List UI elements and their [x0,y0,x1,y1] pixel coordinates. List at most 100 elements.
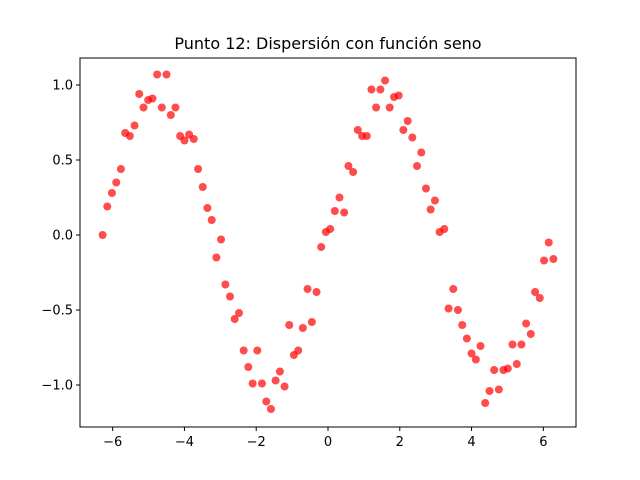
data-point [408,133,417,142]
data-point [458,321,467,329]
y-tick-label: −0.5 [41,304,73,319]
y-tick-label: 0.0 [52,229,73,244]
data-point [517,340,526,349]
data-point [444,304,453,313]
y-axis: −1.0 −0.5 0.0 0.5 1.0 [41,79,80,394]
data-point [303,285,312,293]
data-point [399,126,408,134]
data-point [171,103,180,112]
data-point [544,238,553,247]
y-tick-label: 1.0 [52,79,73,94]
data-point [317,243,326,251]
data-point [221,280,230,289]
data-point [494,385,503,394]
data-point [139,103,148,112]
data-point [540,256,549,265]
data-point [194,165,203,173]
data-point [417,148,426,157]
data-point [180,136,189,145]
x-tick-label: 0 [324,435,332,450]
data-point [189,135,198,143]
data-point [353,126,362,134]
data-point [266,405,275,413]
data-point [125,132,134,140]
data-point [349,168,358,176]
data-point [340,208,349,217]
data-point [103,202,112,211]
x-tick-label: 4 [467,435,475,450]
data-point [430,196,439,205]
data-point [476,342,485,350]
data-point [413,162,422,170]
data-point [248,379,257,388]
data-point [462,334,471,343]
data-point [112,178,121,187]
data-point [166,111,175,119]
points-layer [98,70,558,413]
chart-title: Punto 12: Dispersión con función seno [174,34,481,53]
data-point [198,183,207,191]
x-tick-label: −6 [103,435,122,450]
data-point [239,346,248,355]
data-point [522,319,531,328]
data-point [471,355,480,364]
data-point [148,94,157,103]
data-point [549,255,558,263]
data-point [217,235,226,244]
data-point [503,364,512,373]
data-point [449,285,458,293]
data-point [253,346,262,355]
data-point [453,306,462,314]
y-tick-label: 0.5 [52,154,73,169]
data-point [162,70,171,79]
data-point [135,90,144,98]
data-point [426,205,435,214]
data-point [403,117,412,125]
data-point [285,321,294,329]
data-point [326,225,335,233]
data-point [372,103,381,112]
data-point [294,346,303,355]
data-point [307,318,316,326]
data-point [490,366,499,374]
data-point [508,340,517,349]
data-point [207,216,216,224]
x-axis: −6 −4 −2 0 2 4 6 [103,427,547,450]
data-point [481,399,490,407]
data-point [153,70,162,79]
data-point [362,132,371,140]
data-point [485,387,494,395]
data-point [312,288,321,296]
data-point [230,315,239,323]
data-point [275,367,284,376]
data-point [280,382,289,391]
data-point [107,189,116,197]
data-point [467,349,476,358]
data-point [116,165,125,173]
data-point [381,76,390,85]
data-point [271,376,280,385]
data-point [330,207,339,215]
x-tick-label: −2 [247,435,266,450]
data-point [203,204,212,212]
data-point [512,360,521,368]
data-point [98,231,107,239]
data-point [234,309,243,317]
data-point [226,292,235,301]
x-tick-label: −4 [175,435,194,450]
data-point [298,324,307,332]
data-point [526,330,535,338]
data-point [535,294,544,302]
data-point [531,288,540,296]
data-point [376,85,385,94]
data-point [157,103,166,112]
data-point [385,103,394,112]
data-point [344,162,353,170]
data-point [335,193,344,202]
y-tick-label: −1.0 [41,379,73,394]
data-point [440,225,449,233]
data-point [421,184,430,193]
